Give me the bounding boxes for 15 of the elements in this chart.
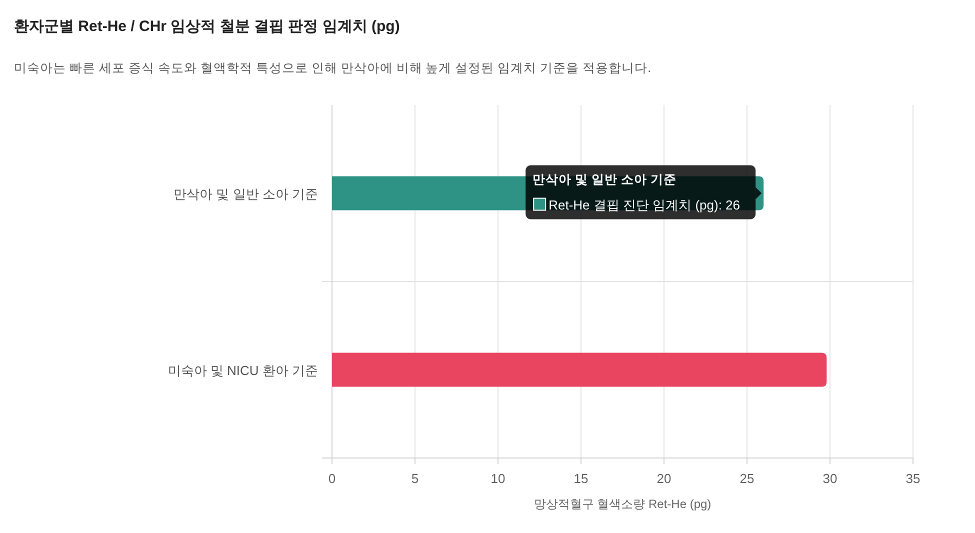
x-tick-label: 5 [411, 471, 419, 486]
x-tick-label: 10 [490, 471, 506, 486]
x-tick-label: 15 [574, 471, 588, 486]
y-tick-label: 미숙아 및 NICU 환아 기준 [168, 362, 318, 378]
x-tick-label: 25 [740, 471, 754, 486]
chart-subtitle: 미숙아는 빠른 세포 증식 속도와 혈액학적 특성으로 인해 만삭아에 비해 높게 설정된 임계치 기준을 적용합니다. [14, 61, 652, 75]
x-axis-title: 망상적혈구 혈색소량 Ret-He (pg) [534, 497, 712, 511]
x-tick-label: 20 [656, 471, 672, 486]
text: 환자군별 Ret-He / CHr 임상적 철분 결핍 판정 임계치 (pg) [14, 18, 400, 35]
x-tick-label: 0 [328, 471, 336, 486]
x-tick-label: 30 [822, 471, 838, 486]
tooltip: 만삭아 및 일반 소아 기준 Ret-He 결핍 진단 임계치 (pg): 26 [526, 165, 762, 220]
y-tick-label: 만삭아 및 일반 소아 기준 [174, 186, 318, 202]
x-tick-label: 35 [906, 471, 920, 486]
annotation: Ret-He 결핍 진단 임계치 (pg): 26 [548, 197, 740, 212]
